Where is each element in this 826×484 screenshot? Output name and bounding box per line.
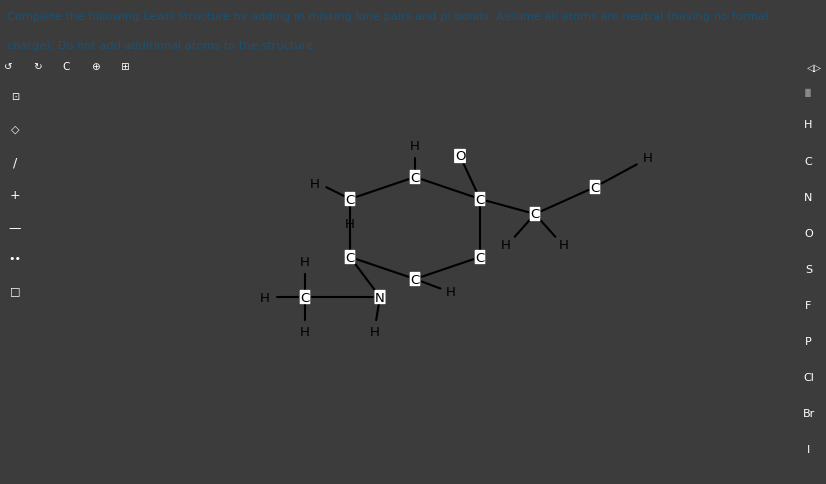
Text: I: I [807,444,810,454]
Text: ••: •• [8,254,21,264]
Text: H: H [410,140,420,153]
Text: Br: Br [802,408,814,418]
Text: C: C [530,208,539,221]
Text: F: F [805,300,812,310]
Text: H: H [501,239,511,252]
Text: Complete the following Lewis structure by adding in missing lone pairs and pi bo: Complete the following Lewis structure b… [7,12,768,22]
Text: H: H [300,326,310,339]
Text: ⊡: ⊡ [11,92,19,102]
Text: C: C [805,156,813,166]
Text: C: C [591,181,600,194]
Text: C: C [345,251,354,264]
Text: C: C [62,62,69,72]
Text: H: H [559,239,569,252]
Text: charge). Do not add additional atoms to the structure.: charge). Do not add additional atoms to … [7,41,316,51]
Text: ⊞: ⊞ [120,62,129,72]
Text: ⊕: ⊕ [91,62,100,72]
Text: H: H [643,152,653,165]
Text: O: O [805,228,813,238]
Text: H: H [260,291,270,304]
Text: C: C [476,251,485,264]
Text: H: H [345,218,355,231]
Text: ◇: ◇ [11,124,19,134]
Text: H: H [300,256,310,269]
Text: C: C [476,193,485,206]
Text: P: P [805,336,812,346]
Text: H: H [370,326,380,339]
Text: C: C [345,193,354,206]
Text: C: C [411,171,420,184]
Text: O: O [455,150,465,163]
Text: +: + [10,189,21,202]
Text: —: — [9,221,21,234]
Text: ↻: ↻ [33,62,42,72]
Text: H: H [446,285,456,298]
Text: N: N [375,291,385,304]
Text: ◁▷: ◁▷ [807,62,822,72]
Text: H: H [310,178,320,191]
Text: C: C [301,291,310,304]
Text: C: C [411,273,420,286]
Text: N: N [805,192,813,202]
Text: H: H [805,120,813,130]
Text: ▐▌: ▐▌ [802,88,815,97]
Text: ↺: ↺ [4,62,13,72]
Text: Cl: Cl [803,372,814,382]
Text: □: □ [10,286,21,296]
Text: /: / [13,157,17,169]
Text: S: S [805,264,812,274]
